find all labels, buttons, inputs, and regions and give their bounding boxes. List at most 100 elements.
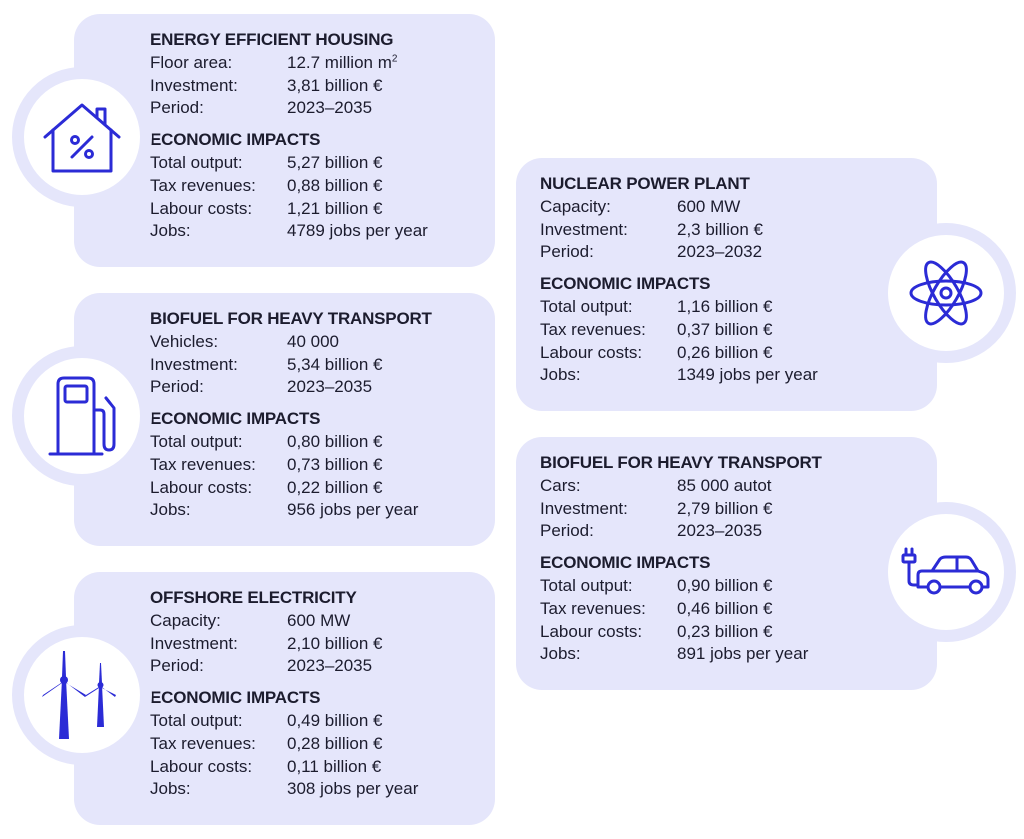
fuel-pump-icon bbox=[48, 376, 116, 456]
info-row: Investment: 2,79 billion € bbox=[540, 498, 822, 521]
impact-row: Total output: 0,49 billion € bbox=[150, 710, 418, 733]
row-label: Vehicles: bbox=[150, 332, 219, 351]
row-value: 308 jobs per year bbox=[287, 779, 419, 799]
row-label: Tax revenues: bbox=[540, 319, 646, 339]
info-row: Period: 2023–2032 bbox=[540, 241, 818, 264]
atom-icon bbox=[909, 260, 983, 326]
info-row: Capacity: 600 MW bbox=[150, 610, 418, 633]
card-content: OFFSHORE ELECTRICITY Capacity: 600 MW Inv… bbox=[150, 586, 418, 801]
row-value: 12.7 million m2 bbox=[287, 53, 398, 72]
row-value: 85 000 autot bbox=[677, 476, 772, 495]
section-title: ECONOMIC IMPACTS bbox=[150, 409, 321, 429]
row-label: Investment: bbox=[150, 633, 238, 653]
row-value: 600 MW bbox=[287, 611, 351, 630]
impact-row: Tax revenues: 0,37 billion € bbox=[540, 319, 818, 342]
card-title: BIOFUEL FOR HEAVY TRANSPORT bbox=[540, 453, 822, 472]
impact-row: Labour costs: 0,22 billion € bbox=[150, 477, 432, 500]
row-label: Floor area: bbox=[150, 53, 233, 72]
row-value: 2023–2035 bbox=[287, 377, 373, 397]
impact-row: Total output: 0,90 billion € bbox=[540, 575, 822, 598]
impact-row: Total output: 1,16 billion € bbox=[540, 296, 818, 319]
card-nuclear-power-plant: NUCLEAR POWER PLANT Capacity: 600 MW Inve… bbox=[516, 158, 937, 411]
info-row: Period: 2023–2035 bbox=[150, 97, 428, 120]
card-content: BIOFUEL FOR HEAVY TRANSPORT Cars: 85 000 … bbox=[540, 451, 822, 666]
row-value: 891 jobs per year bbox=[677, 644, 809, 664]
row-value: 0,26 billion € bbox=[677, 342, 773, 362]
row-value: 0,37 billion € bbox=[677, 319, 773, 339]
row-value: 600 MW bbox=[677, 197, 741, 216]
row-label: Investment: bbox=[150, 354, 238, 374]
row-label: Jobs: bbox=[150, 779, 191, 799]
fuel-pump-icon-badge bbox=[12, 346, 152, 486]
row-label: Tax revenues: bbox=[150, 454, 256, 474]
row-label: Labour costs: bbox=[150, 198, 253, 218]
row-label: Period: bbox=[150, 377, 204, 397]
row-label: Jobs: bbox=[540, 644, 581, 664]
impact-row: Jobs: 4789 jobs per year bbox=[150, 220, 428, 243]
house-percent-icon bbox=[43, 103, 121, 173]
row-value: 956 jobs per year bbox=[287, 500, 419, 520]
impact-row: Tax revenues: 0,88 billion € bbox=[150, 175, 428, 198]
row-value: 3,81 billion € bbox=[287, 75, 383, 95]
row-label: Tax revenues: bbox=[150, 733, 256, 753]
section-title: ECONOMIC IMPACTS bbox=[150, 130, 321, 150]
info-row: Floor area: 12.7 million m2 bbox=[150, 52, 428, 75]
row-value: 2023–2032 bbox=[677, 242, 763, 262]
info-row: Investment: 2,3 billion € bbox=[540, 219, 818, 242]
info-row: Cars: 85 000 autot bbox=[540, 475, 822, 498]
row-label: Total output: bbox=[150, 153, 243, 173]
card-content: NUCLEAR POWER PLANT Capacity: 600 MW Inve… bbox=[540, 172, 818, 387]
row-value: 0,80 billion € bbox=[287, 432, 383, 452]
impact-row: Labour costs: 0,23 billion € bbox=[540, 621, 822, 644]
row-label: Tax revenues: bbox=[540, 598, 646, 618]
card-title: ENERGY EFFICIENT HOUSING bbox=[150, 30, 394, 49]
row-label: Labour costs: bbox=[150, 477, 253, 497]
row-label: Total output: bbox=[540, 297, 633, 317]
impact-row: Tax revenues: 0,28 billion € bbox=[150, 733, 418, 756]
row-label: Jobs: bbox=[150, 221, 191, 241]
row-value: 2023–2035 bbox=[677, 521, 763, 541]
row-label: Period: bbox=[540, 521, 594, 541]
row-label: Investment: bbox=[540, 219, 628, 239]
row-value: 0,73 billion € bbox=[287, 454, 383, 474]
info-row: Period: 2023–2035 bbox=[150, 376, 432, 399]
row-label: Total output: bbox=[150, 432, 243, 452]
impact-row: Jobs: 308 jobs per year bbox=[150, 778, 418, 801]
impact-row: Labour costs: 0,26 billion € bbox=[540, 342, 818, 365]
impact-row: Total output: 5,27 billion € bbox=[150, 152, 428, 175]
impact-row: Jobs: 1349 jobs per year bbox=[540, 364, 818, 387]
row-label: Period: bbox=[150, 98, 204, 118]
row-value: 0,49 billion € bbox=[287, 711, 383, 731]
card-title: NUCLEAR POWER PLANT bbox=[540, 174, 750, 193]
row-value: 0,23 billion € bbox=[677, 621, 773, 641]
section-title: ECONOMIC IMPACTS bbox=[150, 688, 321, 708]
row-label: Labour costs: bbox=[540, 342, 643, 362]
row-label: Jobs: bbox=[540, 365, 581, 385]
card-title: OFFSHORE ELECTRICITY bbox=[150, 588, 357, 607]
row-value: 0,88 billion € bbox=[287, 175, 383, 195]
row-label: Labour costs: bbox=[150, 756, 253, 776]
row-label: Labour costs: bbox=[540, 621, 643, 641]
impact-row: Jobs: 891 jobs per year bbox=[540, 643, 822, 666]
card-title: BIOFUEL FOR HEAVY TRANSPORT bbox=[150, 309, 432, 328]
row-value: 1349 jobs per year bbox=[677, 365, 818, 385]
row-value: 1,16 billion € bbox=[677, 297, 773, 317]
impact-row: Total output: 0,80 billion € bbox=[150, 431, 432, 454]
row-value: 4789 jobs per year bbox=[287, 221, 428, 241]
house-percent-icon-badge bbox=[12, 67, 152, 207]
electric-car-icon-badge bbox=[876, 502, 1016, 642]
wind-turbine-icon bbox=[42, 651, 116, 739]
card-energy-efficient-housing: ENERGY EFFICIENT HOUSING Floor area: 12.7… bbox=[74, 14, 495, 267]
info-row: Capacity: 600 MW bbox=[540, 196, 818, 219]
impact-row: Labour costs: 1,21 billion € bbox=[150, 198, 428, 221]
info-row: Investment: 3,81 billion € bbox=[150, 75, 428, 98]
row-label: Cars: bbox=[540, 476, 581, 495]
info-row: Investment: 5,34 billion € bbox=[150, 354, 432, 377]
row-label: Jobs: bbox=[150, 500, 191, 520]
row-value: 2023–2035 bbox=[287, 98, 373, 118]
card-content: ENERGY EFFICIENT HOUSING Floor area: 12.7… bbox=[150, 28, 428, 243]
row-label: Period: bbox=[150, 656, 204, 676]
row-label: Investment: bbox=[150, 75, 238, 95]
row-value: 5,27 billion € bbox=[287, 153, 383, 173]
impact-row: Jobs: 956 jobs per year bbox=[150, 499, 432, 522]
